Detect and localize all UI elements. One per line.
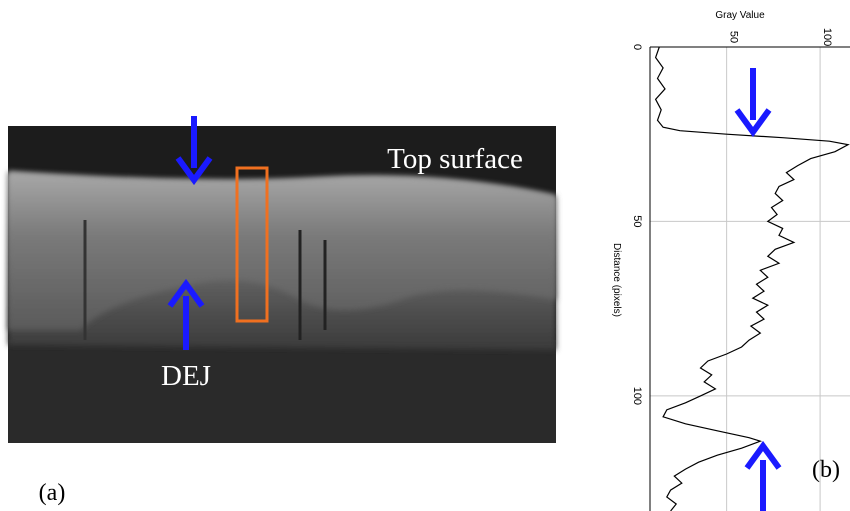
distance-tick-label: 50 [631,215,643,227]
gray-tick-label: 100 [821,28,833,46]
panel-label: (b) [812,457,840,483]
distance-axis-title: Distance (pixels) [611,243,622,317]
distance-tick-label: 0 [631,44,643,50]
figure: Top surface DEJ (a) 50 100 0 50 100 Gray Valu… [0,0,850,511]
top-label: Top surface [387,143,523,175]
profile-plot: 50 100 0 50 100 Gray Value Distance (pixels) [611,10,850,511]
gray-axis-title: Gray Value [715,10,765,21]
distance-tick-label: 100 [631,387,643,405]
gray-tick-label: 50 [728,31,740,43]
panel-label: (a) [39,480,66,506]
dej-label: DEJ [161,360,211,392]
